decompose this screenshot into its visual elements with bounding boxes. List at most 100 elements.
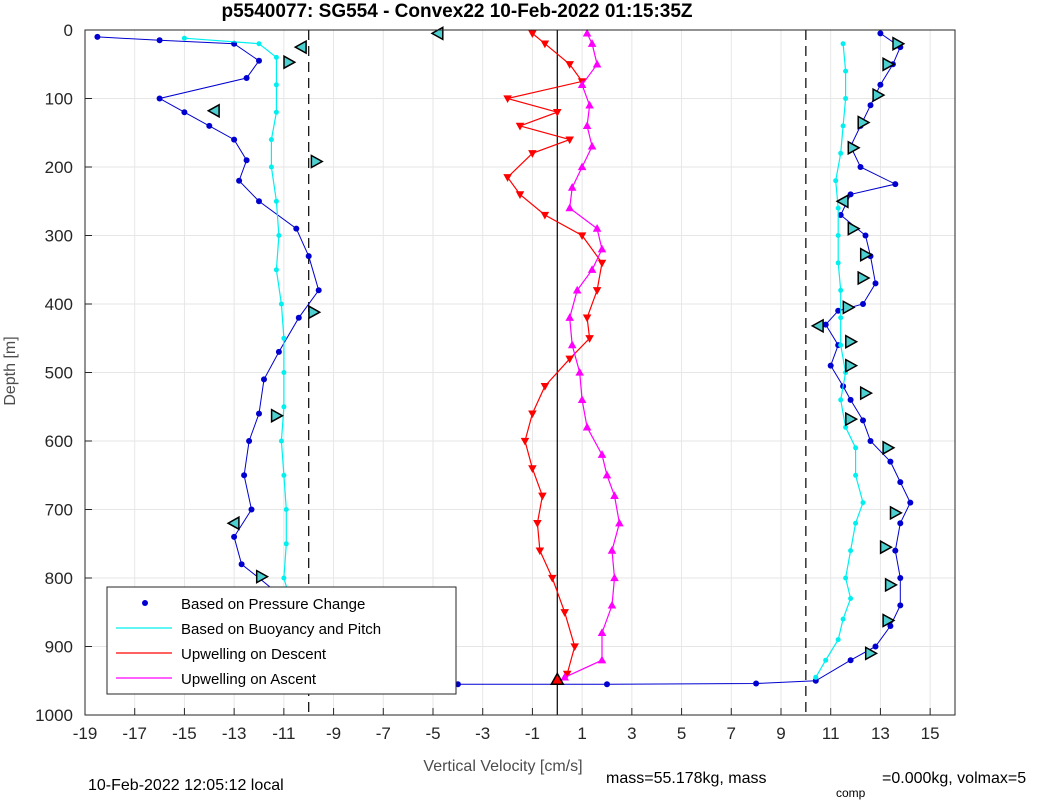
upwelling-descent-point	[597, 259, 607, 268]
y-axis-label: Depth [m]	[2, 336, 19, 405]
x-tick-label: -15	[172, 724, 197, 743]
pressure-point	[867, 102, 874, 109]
pressure-point	[261, 376, 267, 383]
mass-comp-subscript: comp	[836, 786, 866, 800]
direction-marker	[892, 36, 906, 51]
x-tick-label: -17	[122, 724, 147, 743]
upwelling-descent-point	[540, 40, 550, 49]
x-tick-label: 11	[822, 724, 840, 743]
upwelling-descent-point	[565, 61, 574, 69]
direction-marker	[270, 408, 284, 423]
upwelling-descent-point	[503, 174, 512, 182]
upwelling-ascent-point	[582, 422, 592, 431]
upwelling-descent-point	[562, 670, 572, 679]
x-tick-label: 1	[577, 724, 586, 743]
direction-marker	[882, 440, 896, 456]
comp-volmax-label: =0.000kg, volmax=5	[882, 770, 1026, 787]
upwelling-ascent-point	[602, 470, 612, 479]
y-tick-label: 400	[45, 295, 73, 314]
upwelling-ascent-point	[610, 491, 619, 499]
upwelling-ascent-point	[607, 546, 617, 554]
y-tick-label: 200	[45, 158, 73, 177]
pressure-point	[231, 136, 238, 143]
pressure-point	[295, 314, 302, 321]
direction-marker	[882, 57, 896, 72]
pressure-point	[897, 520, 904, 527]
pressure-point	[860, 301, 866, 307]
direction-marker	[889, 505, 903, 521]
upwelling-ascent-point	[567, 183, 577, 191]
x-tick-label: 5	[677, 724, 686, 743]
y-tick-label: 1000	[35, 706, 73, 725]
direction-marker	[845, 411, 859, 427]
x-tick-label: -7	[376, 724, 391, 743]
y-tick-label: 600	[45, 432, 73, 451]
y-tick-label: 100	[45, 90, 73, 109]
pressure-point	[847, 191, 854, 198]
buoyancy-point	[268, 164, 274, 170]
buoyancy-point	[273, 54, 279, 60]
upwelling-descent-point	[533, 520, 542, 528]
upwelling-descent-point	[528, 30, 537, 38]
pressure-point	[835, 307, 842, 314]
buoyancy-point	[853, 520, 859, 526]
legend-box	[106, 586, 457, 695]
buoyancy-point	[281, 335, 287, 341]
pressure-point	[293, 225, 300, 232]
direction-marker	[293, 39, 307, 55]
upwelling-ascent-point	[607, 600, 617, 609]
buoyancy-point	[843, 575, 849, 581]
pressure-point	[892, 547, 899, 554]
upwelling-ascent-point	[577, 80, 587, 88]
buoyancy-point	[281, 370, 287, 375]
upwelling-descent-point	[553, 109, 562, 117]
buoyancy-point	[838, 397, 844, 403]
buoyancy-point	[840, 41, 846, 47]
upwelling-ascent-point	[597, 244, 607, 253]
upwelling-descent-point	[528, 410, 537, 419]
direction-marker	[845, 358, 859, 373]
mass-label: mass=55.178kg, mass	[606, 770, 767, 787]
direction-marker	[206, 103, 220, 119]
pressure-point	[877, 81, 884, 88]
buoyancy-point	[848, 596, 854, 601]
buoyancy-point	[276, 233, 282, 238]
chart-title: p5540077: SG554 - Convex22 10-Feb-2022 0…	[221, 1, 692, 22]
upwelling-ascent-point	[572, 285, 582, 294]
pressure-point	[231, 533, 238, 540]
direction-marker	[857, 115, 871, 130]
pressure-point	[847, 657, 854, 664]
upwelling-ascent-point	[565, 203, 574, 212]
buoyancy-point	[835, 233, 841, 238]
upwelling-descent-point	[565, 136, 574, 145]
direction-marker	[859, 247, 874, 262]
direction-marker	[550, 671, 565, 685]
upwelling-descent-point	[592, 287, 602, 295]
buoyancy-point	[843, 96, 849, 101]
pressure-point	[887, 458, 894, 465]
buoyancy-point	[838, 342, 844, 348]
axis-ticks: -19 -17 -15 -13 -11 -9 -7 -5 -3 -1 1 3 5 7 9 11 13 150100…	[35, 21, 939, 743]
buoyancy-point	[281, 472, 287, 478]
upwelling-descent-point	[528, 465, 537, 473]
pressure-point	[243, 157, 250, 164]
local-time-label: 10-Feb-2022 12:05:12 local	[88, 777, 284, 794]
x-tick-label: -19	[73, 724, 98, 743]
direction-marker	[872, 87, 886, 103]
direction-marker	[859, 385, 874, 401]
upwelling-descent-point	[540, 383, 550, 391]
pressure-point	[243, 75, 250, 81]
direction-marker	[310, 154, 324, 169]
pressure-point	[275, 348, 282, 355]
direction-marker	[226, 515, 240, 531]
buoyancy-point	[823, 657, 829, 663]
pressure-point	[206, 122, 213, 129]
legend-label-ascent: Upwelling on Ascent	[181, 671, 317, 688]
direction-marker	[842, 300, 856, 315]
upwelling-descent-point	[577, 232, 587, 241]
buoyancy-point	[840, 616, 846, 622]
buoyancy-point	[843, 68, 849, 74]
x-tick-label: 7	[727, 724, 736, 743]
direction-marker	[847, 140, 861, 156]
pressure-point	[238, 561, 245, 568]
